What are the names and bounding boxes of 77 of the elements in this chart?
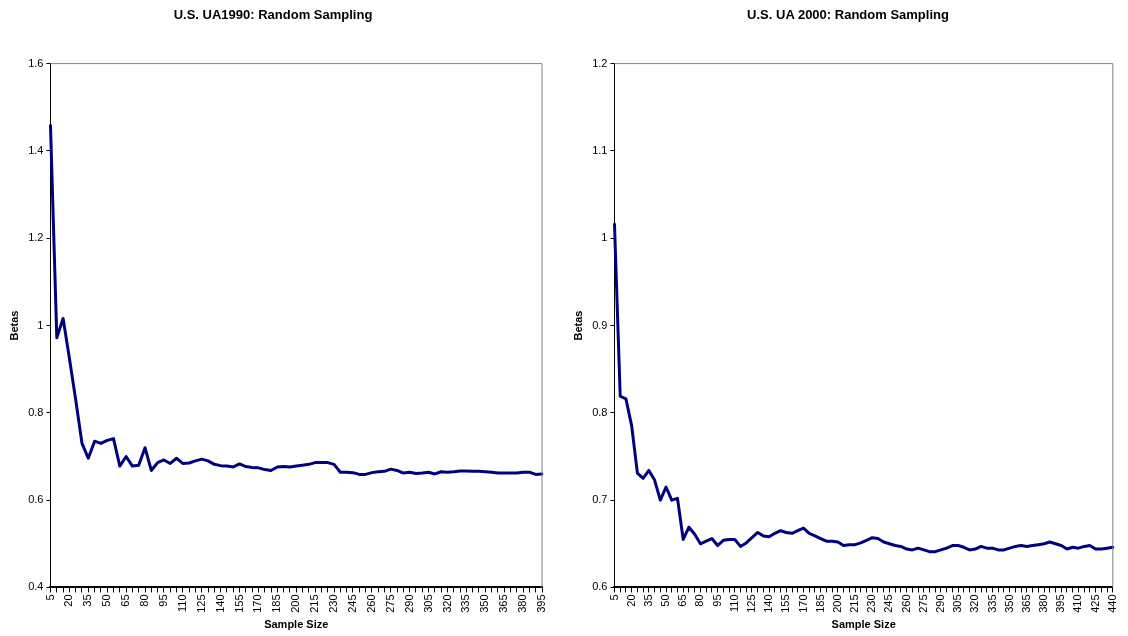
x-tick-label: 110	[175, 594, 188, 612]
x-tick-label: 50	[100, 594, 113, 607]
y-axis-title: Betas	[7, 310, 20, 341]
x-tick-label: 260	[899, 594, 912, 613]
x-tick-label: 395	[535, 594, 548, 613]
x-tick-label: 200	[289, 594, 302, 613]
y-tick-label: 0.4	[28, 580, 44, 593]
x-tick-label: 290	[402, 594, 415, 613]
x-tick-label: 125	[744, 594, 757, 613]
x-tick-label: 440	[1105, 594, 1118, 613]
x-tick-label: 305	[951, 594, 964, 613]
x-tick-label: 380	[516, 594, 529, 613]
x-tick-label: 185	[270, 594, 283, 613]
x-tick-label: 335	[985, 594, 998, 613]
x-tick-label: 365	[497, 594, 510, 613]
x-tick-label: 65	[119, 594, 132, 607]
y-tick-label: 1	[601, 231, 608, 244]
x-tick-label: 350	[478, 594, 491, 613]
chart-title: U.S. UA 2000: Random Sampling	[747, 7, 949, 23]
x-tick-label: 305	[421, 594, 434, 613]
x-tick-label: 290	[934, 594, 946, 613]
x-tick-label: 35	[81, 594, 94, 607]
y-tick-label: 1.2	[592, 56, 608, 69]
x-tick-label: 155	[232, 594, 245, 613]
chart-title: U.S. UA1990: Random Sampling	[173, 7, 373, 23]
x-tick-label: 320	[440, 594, 453, 613]
x-tick-label: 20	[62, 594, 75, 607]
x-axis-title: Sample Size	[831, 618, 896, 631]
y-tick-label: 1.1	[592, 143, 608, 156]
x-tick-label: 155	[779, 594, 792, 613]
y-axis-title: Betas	[571, 310, 584, 341]
y-tick-label: 1	[37, 318, 44, 331]
x-tick-label: 95	[710, 594, 723, 607]
x-tick-label: 5	[43, 594, 56, 601]
x-tick-label: 320	[968, 594, 981, 613]
y-tick-label: 1.6	[28, 56, 44, 69]
x-tick-label: 275	[383, 594, 396, 613]
x-tick-label: 95	[156, 594, 169, 607]
y-tick-label: 0.7	[592, 493, 608, 506]
x-tick-label: 335	[459, 594, 472, 613]
y-tick-label: 0.6	[28, 493, 44, 506]
x-tick-label: 65	[676, 594, 689, 607]
y-tick-label: 0.6	[592, 580, 608, 593]
x-tick-label: 140	[213, 594, 226, 613]
x-tick-label: 140	[762, 594, 775, 613]
y-tick-label: 0.9	[592, 318, 608, 331]
x-tick-label: 245	[345, 594, 358, 613]
x-tick-label: 380	[1037, 594, 1050, 613]
x-tick-label: 80	[138, 594, 151, 607]
x-tick-label: 170	[796, 594, 809, 613]
x-tick-label: 230	[865, 594, 878, 613]
y-tick-label: 0.8	[28, 405, 44, 418]
y-tick-label: 0.8	[592, 405, 608, 418]
x-tick-label: 125	[194, 594, 207, 613]
x-tick-label: 365	[1019, 594, 1032, 613]
x-tick-label: 215	[308, 594, 321, 613]
x-tick-label: 50	[659, 594, 672, 607]
x-tick-label: 185	[813, 594, 826, 613]
x-tick-label: 245	[882, 594, 895, 613]
y-tick-label: 1.4	[28, 143, 44, 156]
x-tick-label: 20	[624, 594, 637, 607]
x-tick-label: 80	[693, 594, 706, 607]
x-tick-label: 395	[1054, 594, 1067, 613]
x-tick-label: 275	[916, 594, 929, 613]
x-tick-label: 200	[830, 594, 843, 613]
x-tick-label: 425	[1088, 594, 1101, 613]
x-axis-title: Sample Size	[264, 618, 329, 631]
x-tick-label: 35	[641, 594, 654, 607]
x-tick-label: 350	[1002, 594, 1015, 613]
y-tick-label: 1.2	[28, 231, 44, 244]
x-tick-label: 230	[327, 594, 340, 613]
x-tick-label: 215	[848, 594, 861, 613]
x-tick-label: 5	[607, 594, 620, 601]
x-tick-label: 170	[251, 594, 264, 613]
x-tick-label: 110	[727, 594, 740, 612]
x-tick-label: 260	[364, 594, 377, 613]
x-tick-label: 410	[1071, 594, 1084, 613]
